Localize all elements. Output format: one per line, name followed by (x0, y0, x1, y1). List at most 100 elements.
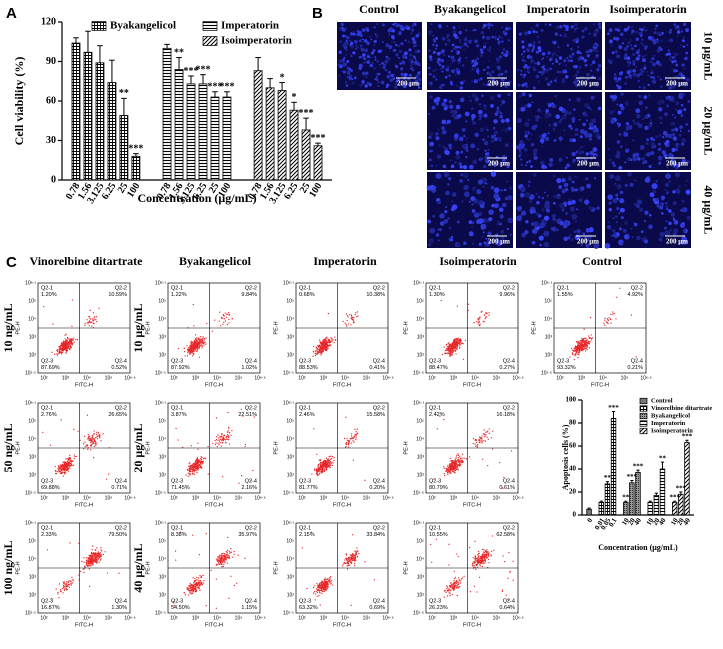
nucleus (635, 204, 641, 209)
nucleus (361, 55, 364, 59)
nucleus (366, 41, 370, 45)
nucleus (652, 80, 657, 84)
event-dot (323, 339, 325, 341)
nucleus (662, 135, 665, 139)
event-dot (325, 338, 327, 340)
event-dot (315, 347, 318, 349)
nucleus (617, 110, 622, 115)
nucleus (590, 63, 593, 67)
nucleus (575, 74, 578, 77)
nucleus (539, 221, 546, 228)
event-dot (192, 577, 194, 579)
nucleus (355, 44, 359, 49)
nucleus (438, 25, 442, 29)
nucleus (559, 34, 562, 37)
nucleus (615, 175, 621, 182)
nucleus (391, 35, 395, 39)
nucleus (633, 159, 636, 162)
nucleus (493, 164, 497, 168)
nucleus (487, 152, 490, 155)
event-dot (93, 445, 95, 448)
event-dot (325, 469, 328, 471)
nucleus (381, 61, 384, 65)
nucleus (563, 24, 566, 28)
nucleus (465, 56, 468, 59)
nucleus (632, 139, 635, 142)
nucleus (442, 145, 445, 148)
quadrant-percent: 1.30% (111, 605, 127, 611)
event-dot (92, 322, 94, 324)
event-dot (214, 319, 216, 321)
event-dot (42, 431, 44, 434)
nucleus (547, 132, 550, 135)
nucleus (445, 190, 451, 196)
event-dot (464, 339, 467, 342)
nucleus (621, 241, 625, 245)
event-dot (90, 439, 93, 441)
nucleus (597, 164, 601, 167)
nucleus (343, 56, 346, 59)
event-dot (98, 436, 101, 438)
nucleus (520, 186, 526, 193)
quadrant-percent: 81.77% (299, 485, 318, 491)
nucleus (671, 121, 676, 126)
nucleus (500, 72, 504, 76)
nucleus (476, 44, 480, 48)
nucleus (584, 113, 589, 117)
nucleus (614, 49, 619, 54)
event-dot (86, 562, 88, 564)
event-dot (71, 325, 73, 327)
event-dot (317, 465, 319, 467)
event-dot (350, 314, 353, 316)
nucleus (354, 39, 358, 44)
event-dot (228, 597, 230, 599)
nucleus (518, 32, 523, 36)
event-dot (192, 304, 195, 306)
event-dot (187, 352, 189, 354)
nucleus (451, 200, 453, 203)
nucleus (656, 48, 661, 53)
event-dot (324, 584, 326, 586)
event-dot (199, 336, 202, 338)
event-dot (191, 588, 193, 590)
nucleus (452, 30, 457, 34)
event-dot (348, 446, 350, 448)
nucleus (502, 30, 506, 34)
nucleus (500, 189, 503, 192)
nucleus (448, 100, 452, 104)
nucleus (431, 105, 436, 110)
nucleus (685, 77, 690, 82)
nucleus (501, 40, 504, 43)
event-dot (198, 553, 201, 556)
flow-x-tick-label: 10² (170, 615, 178, 621)
nucleus (678, 72, 683, 76)
nucleus (508, 186, 513, 190)
event-dot (196, 347, 198, 349)
nucleus (531, 60, 535, 64)
nucleus (617, 85, 622, 90)
quadrant-name: Q2-2 (245, 525, 257, 531)
nucleus (554, 32, 558, 36)
event-dot (240, 408, 242, 410)
event-dot (323, 588, 326, 590)
quadrant-percent: 2.33% (41, 532, 57, 538)
nucleus (660, 212, 664, 215)
nucleus (338, 50, 343, 55)
nucleus (472, 63, 477, 68)
bar (265, 87, 275, 181)
event-dot (191, 534, 194, 536)
quadrant-name: Q2-2 (245, 285, 257, 291)
nucleus (471, 107, 474, 110)
nucleus (524, 35, 527, 37)
flow-x-tick-label: 10⁴ (213, 615, 221, 621)
nucleus (563, 236, 568, 242)
nucleus (618, 133, 622, 136)
nucleus (415, 33, 420, 38)
event-dot (329, 341, 331, 343)
nucleus (495, 109, 501, 114)
event-dot (90, 449, 92, 451)
nucleus (645, 29, 647, 32)
event-dot (343, 562, 346, 564)
event-dot (479, 323, 481, 325)
event-dot (218, 560, 220, 562)
